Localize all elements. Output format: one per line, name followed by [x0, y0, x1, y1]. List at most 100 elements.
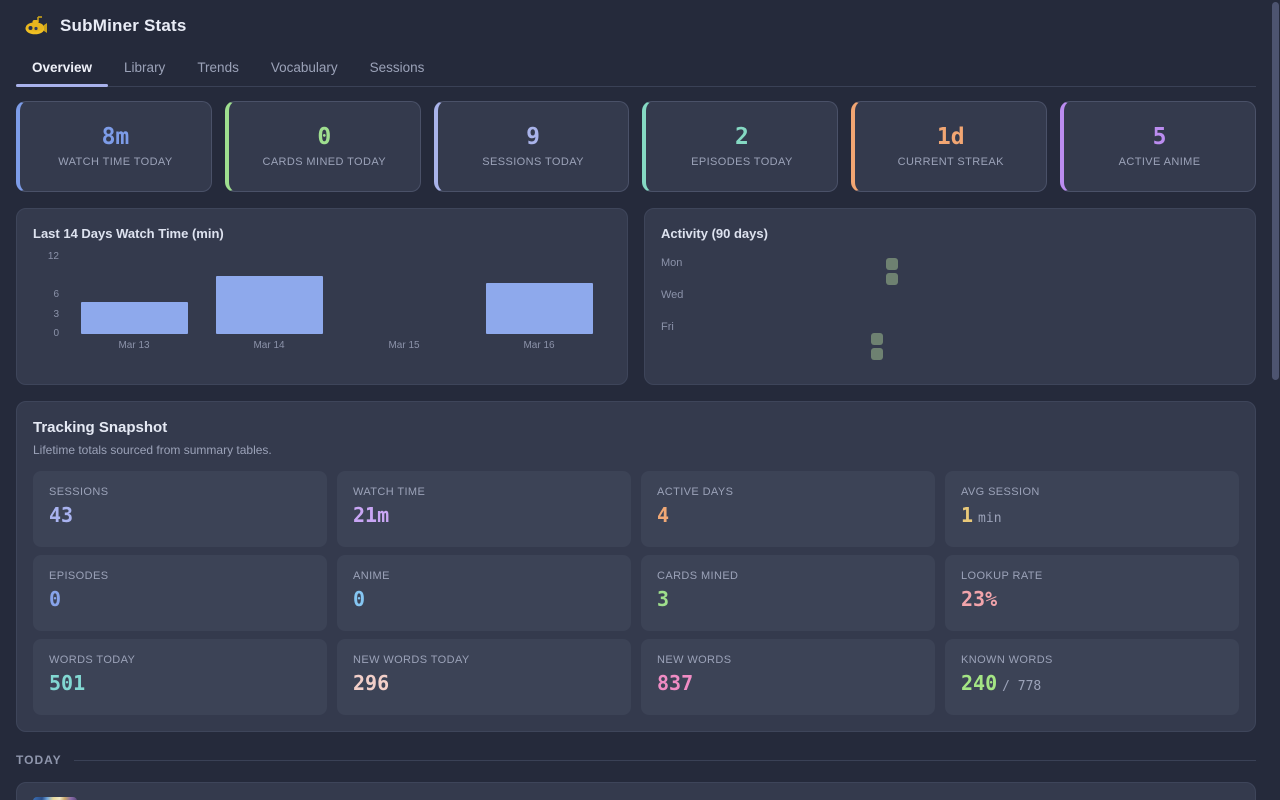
stat-card-active-anime: 5 ACTIVE ANIME: [1060, 101, 1256, 192]
stat-card-watch-time-today: 8m WATCH TIME TODAY: [16, 101, 212, 192]
stat-value: 23%: [961, 587, 998, 611]
stat-value: 0: [353, 587, 366, 611]
heatmap-row-label-wed: Wed: [661, 289, 684, 301]
tracking-stat-new-words: NEW WORDS 837: [641, 639, 935, 715]
stat-value: 1 min: [961, 503, 1002, 527]
stat-label: ACTIVE ANIME: [1118, 155, 1201, 168]
activity-heatmap-card: Activity (90 days) Mon Wed Fri: [644, 208, 1256, 385]
stat-value: 21m: [353, 503, 390, 527]
stat-label: SESSIONS TODAY: [482, 155, 584, 168]
tracking-stat-known-words: KNOWN WORDS 240/ 778: [945, 639, 1239, 715]
stat-label: CARDS MINED: [657, 570, 739, 582]
today-label: TODAY: [16, 753, 62, 767]
x-axis-label: Mar 16: [523, 340, 555, 351]
submarine-icon: [25, 16, 47, 35]
heatmap-row-label-fri: Fri: [661, 321, 674, 333]
tracking-snapshot-card: Tracking Snapshot Lifetime totals source…: [16, 401, 1256, 732]
tracking-stat-active-days: ACTIVE DAYS 4: [641, 471, 935, 547]
tab-vocabulary[interactable]: Vocabulary: [255, 48, 354, 86]
tracking-stat-lookup-rate: LOOKUP RATE 23%: [945, 555, 1239, 631]
tracking-stat-new-words-today: NEW WORDS TODAY 296: [337, 639, 631, 715]
tracking-stat-watch-time: WATCH TIME 21m: [337, 471, 631, 547]
stat-value: 240/ 778: [961, 671, 1042, 695]
stat-card-episodes-today: 2 EPISODES TODAY: [642, 101, 839, 192]
stat-value: 43: [49, 503, 74, 527]
x-axis-label: Mar 13: [118, 340, 150, 351]
stat-card-current-streak: 1d CURRENT STREAK: [851, 101, 1048, 192]
stat-label: SESSIONS: [49, 486, 109, 498]
stat-value: 8m: [101, 123, 130, 150]
stat-label: EPISODES: [49, 570, 109, 582]
stat-unit: min: [978, 511, 1002, 526]
activity-cell: [886, 258, 898, 270]
stat-label: NEW WORDS: [657, 654, 732, 666]
watch-time-bar: [215, 276, 323, 334]
section-divider: [73, 759, 1256, 761]
tracking-snapshot-subtitle: Lifetime totals sourced from summary tab…: [33, 443, 272, 457]
stat-value: 0: [317, 123, 332, 150]
tab-bar: Overview Library Trends Vocabulary Sessi…: [16, 48, 1256, 87]
stat-value: 837: [657, 671, 694, 695]
chart-title: Last 14 Days Watch Time (min): [33, 226, 224, 241]
watch-time-chart-card: Last 14 Days Watch Time (min) 0 3 6 12 Mar 1…: [16, 208, 628, 385]
stat-card-sessions-today: 9 SESSIONS TODAY: [433, 101, 630, 192]
tracking-stat-episodes: EPISODES 0: [33, 555, 327, 631]
stat-total: / 778: [1002, 679, 1042, 694]
y-axis-tick: 3: [53, 308, 59, 320]
page-title: SubMiner Stats: [60, 16, 187, 35]
tab-sessions[interactable]: Sessions: [354, 48, 441, 86]
stat-value: 2: [734, 123, 749, 150]
tracking-stats-grid: SESSIONS 43 WATCH TIME 21m ACTIVE DAYS 4…: [33, 471, 1239, 715]
stat-label: CURRENT STREAK: [897, 155, 1004, 168]
episode-thumbnail: [33, 797, 77, 800]
stat-label: WORDS TODAY: [49, 654, 136, 666]
stat-value: 5: [1152, 123, 1167, 150]
tracking-stat-cards-mined: CARDS MINED 3: [641, 555, 935, 631]
y-axis-tick: 0: [53, 328, 59, 339]
today-session-card[interactable]: [16, 782, 1256, 800]
stat-card-cards-mined-today: 0 CARDS MINED TODAY: [224, 101, 421, 192]
scrollbar-thumb[interactable]: [1272, 2, 1279, 380]
heatmap-title: Activity (90 days): [661, 226, 768, 241]
watch-time-bar: [485, 282, 593, 334]
y-axis-tick: 12: [47, 250, 59, 262]
tracking-stat-sessions: SESSIONS 43: [33, 471, 327, 547]
charts-row: Last 14 Days Watch Time (min) 0 3 6 12 Mar 1…: [16, 208, 1256, 385]
stat-label: EPISODES TODAY: [691, 155, 793, 168]
stat-value: 4: [657, 503, 670, 527]
tracking-snapshot-title: Tracking Snapshot: [33, 419, 168, 436]
stat-label: CARDS MINED TODAY: [262, 155, 387, 168]
app-header: SubMiner Stats: [16, 0, 1256, 38]
activity-cell: [871, 333, 883, 345]
tab-trends[interactable]: Trends: [181, 48, 255, 86]
stat-label: LOOKUP RATE: [961, 570, 1043, 582]
stat-value: 501: [49, 671, 86, 695]
stat-label: KNOWN WORDS: [961, 654, 1053, 666]
tracking-stat-words-today: WORDS TODAY 501: [33, 639, 327, 715]
stat-label: NEW WORDS TODAY: [353, 654, 470, 666]
stat-label: ANIME: [353, 570, 390, 582]
stat-label: ACTIVE DAYS: [657, 486, 734, 498]
stat-value: 296: [353, 671, 390, 695]
tab-library[interactable]: Library: [108, 48, 181, 86]
today-section-header: TODAY: [16, 753, 1256, 767]
stat-value: 3: [657, 587, 670, 611]
stat-value: 9: [526, 123, 540, 150]
stat-label: WATCH TIME TODAY: [58, 155, 173, 168]
activity-cell: [871, 348, 883, 360]
stat-value: 1d: [936, 123, 965, 150]
y-axis-tick: 6: [53, 289, 59, 301]
watch-time-bar: [80, 301, 188, 334]
heatmap-row-label-mon: Mon: [661, 257, 683, 269]
tracking-stat-anime: ANIME 0: [337, 555, 631, 631]
activity-cell: [886, 273, 898, 285]
stat-label: AVG SESSION: [961, 486, 1040, 498]
stat-label: WATCH TIME: [353, 486, 426, 498]
stat-value: 0: [49, 587, 62, 611]
tab-overview[interactable]: Overview: [16, 48, 109, 87]
tracking-stat-avg-session: AVG SESSION 1 min: [945, 471, 1239, 547]
x-axis-label: Mar 14: [253, 340, 285, 351]
stat-card-row: 8m WATCH TIME TODAY 0 CARDS MINED TODAY …: [16, 101, 1256, 192]
x-axis-label: Mar 15: [388, 340, 420, 351]
